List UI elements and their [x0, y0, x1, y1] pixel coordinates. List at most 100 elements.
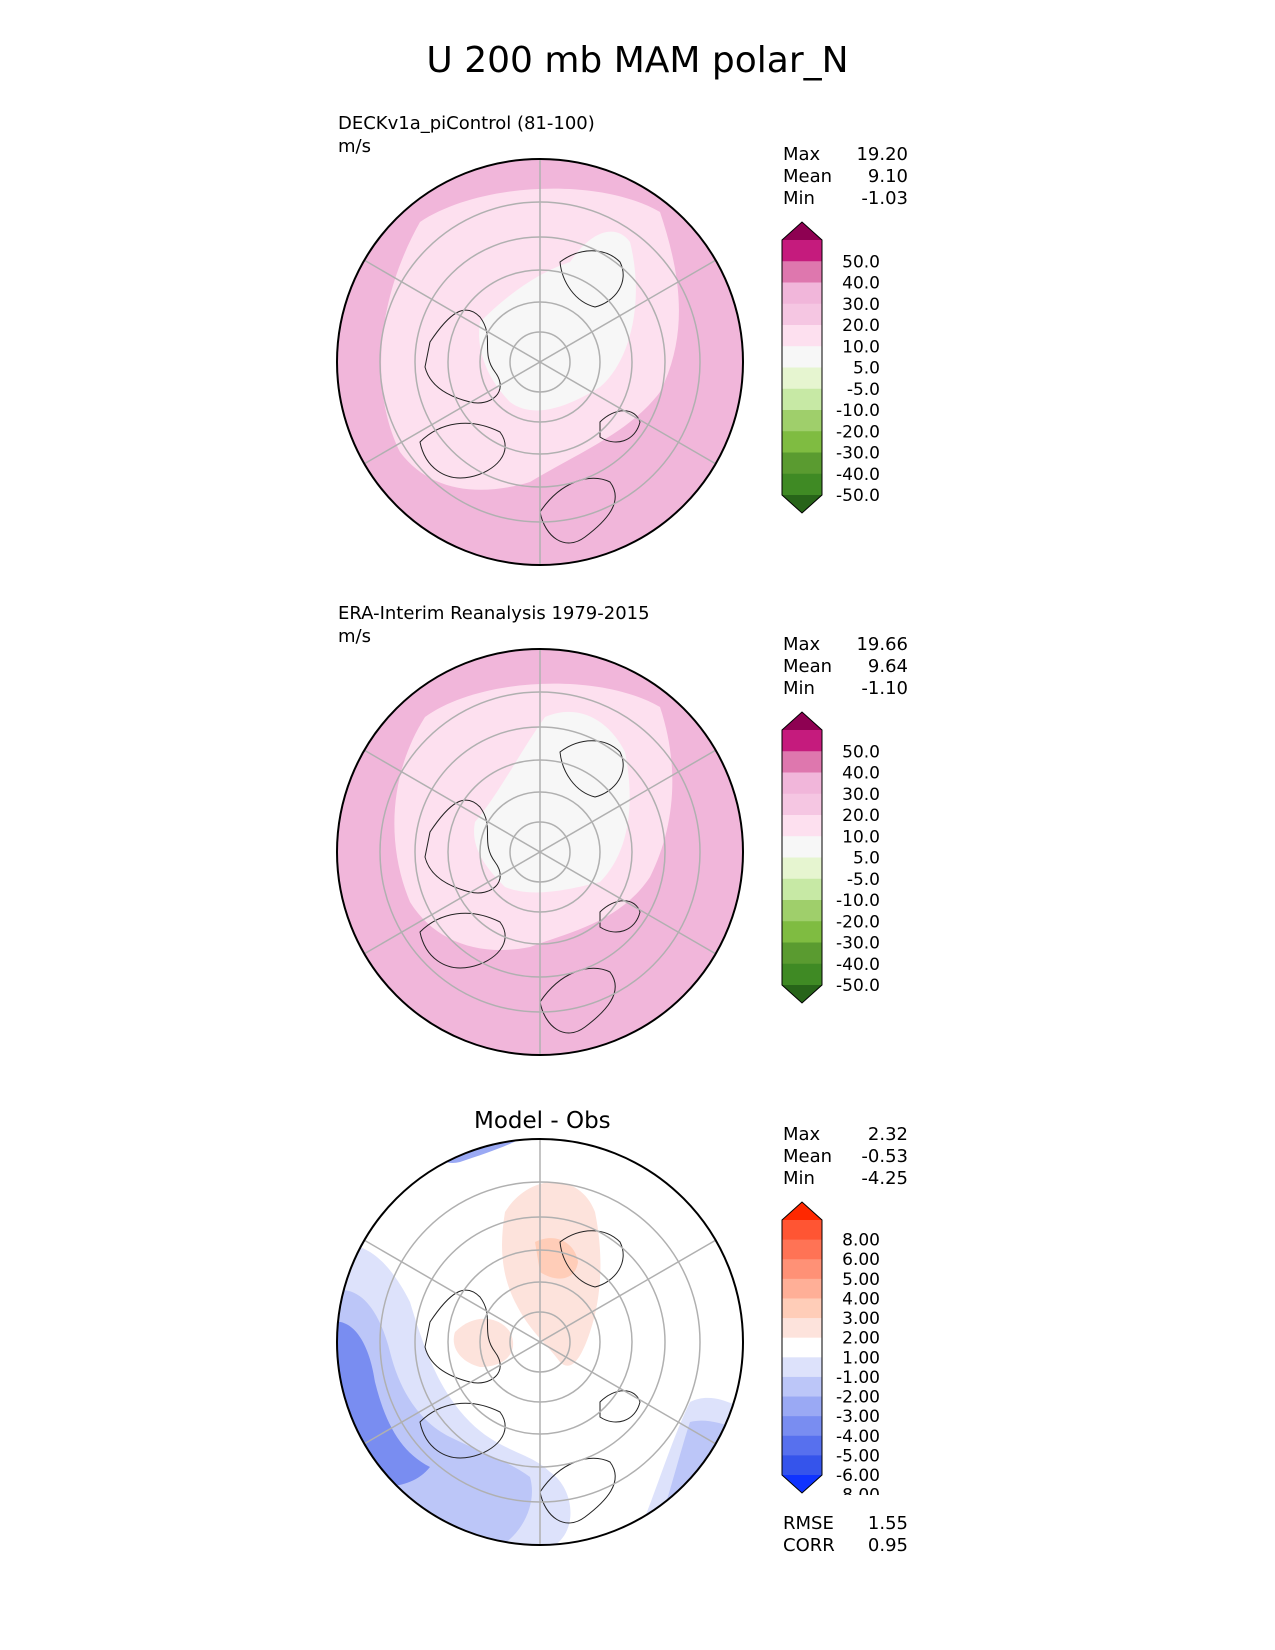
stat-value: -4.25	[861, 1168, 908, 1189]
colorbar-segment	[782, 325, 822, 347]
colorbar-segment	[782, 1416, 822, 1437]
colorbar-tick-label: 40.0	[842, 274, 880, 294]
colorbar-segment	[782, 1278, 822, 1299]
map-2-graticule	[363, 649, 717, 1055]
map-2-coastlines	[419, 740, 641, 1034]
panel-2-colorbar: 50.040.030.020.010.05.0-5.0-10.0-20.0-30…	[781, 711, 880, 1004]
colorbar-outline	[781, 1201, 823, 1494]
colorbar-segment	[782, 793, 822, 816]
map-2-field-core	[474, 711, 630, 893]
colorbar-segment	[782, 1435, 822, 1456]
colorbar-tick-label: -30.0	[836, 444, 880, 464]
stat-value: 19.20	[856, 144, 908, 165]
colorbar-tick-label: -10.0	[836, 401, 880, 421]
colorbar-segment	[782, 836, 822, 858]
stat-value: 19.66	[856, 634, 908, 655]
colorbar-segment	[782, 1298, 822, 1319]
colorbar-tick-label: -30.0	[836, 934, 880, 954]
map-2-boundary	[336, 648, 744, 1056]
colorbar-tick-label: -5.00	[836, 1446, 880, 1466]
colorbar-tick-label: -6.00	[836, 1466, 880, 1486]
panel-1-title: DECKv1a_piControl (81-100)	[338, 113, 595, 134]
stat-label: Min	[783, 678, 815, 699]
stat-label: RMSE	[783, 1513, 834, 1534]
colorbar-segment	[782, 1259, 822, 1280]
colorbar-tick-label: 30.0	[842, 785, 880, 805]
colorbar-segment	[782, 921, 822, 943]
colorbar-segment	[782, 1239, 822, 1260]
colorbar-tick-label: -3.00	[836, 1407, 880, 1427]
colorbar-tick-label: -10.0	[836, 891, 880, 911]
colorbar-segment	[782, 240, 822, 262]
colorbar-tick-label: 20.0	[842, 316, 880, 336]
panel-1-colorbar: 50.040.030.020.010.05.0-5.0-10.0-20.0-30…	[781, 221, 880, 514]
colorbar-tick-label: 1.00	[842, 1348, 880, 1368]
colorbar-tick-label: 40.0	[842, 764, 880, 784]
stat-label: Max	[783, 144, 821, 165]
stat-value: 9.10	[867, 166, 908, 187]
map-1-field-core	[479, 231, 636, 411]
colorbar-tick-label: 6.00	[842, 1250, 880, 1270]
stat-value: 9.64	[867, 656, 908, 677]
stat-value: 1.55	[867, 1513, 908, 1534]
colorbar-tick-label: -50.0	[836, 976, 880, 996]
stat-value: -1.10	[861, 678, 908, 699]
panel-3-colorbar: 8.006.005.004.003.002.001.00-1.00-2.00-3…	[781, 1201, 880, 1495]
colorbar-tick-label: 2.00	[842, 1329, 880, 1349]
stat-value: -0.53	[861, 1146, 908, 1167]
colorbar-segment	[782, 772, 822, 795]
stat-label: Mean	[783, 1146, 833, 1167]
colorbar-tick-label: -2.00	[836, 1388, 880, 1408]
colorbar-extend-min	[782, 495, 822, 513]
panel-1-stats: Max 19.20 Mean 9.10 Min -1.03	[783, 144, 908, 210]
colorbar-tick-label: -5.0	[847, 870, 880, 890]
colorbar-segment	[782, 1376, 822, 1398]
colorbar-segment	[782, 751, 822, 773]
colorbar-tick-label: -5.0	[847, 380, 880, 400]
stat-label: Max	[783, 634, 821, 655]
stat-value: 2.32	[867, 1124, 908, 1145]
stat-label: Mean	[783, 166, 833, 187]
stat-label: Max	[783, 1124, 821, 1145]
colorbar-tick-label: -1.00	[836, 1368, 880, 1388]
colorbar-segment	[782, 452, 822, 475]
colorbar-tick-label: 50.0	[842, 252, 880, 272]
colorbar-tick-label: 10.0	[842, 827, 880, 847]
colorbar-segment	[782, 815, 822, 837]
map-3-field-pos2	[535, 1238, 578, 1279]
panel-1-map	[336, 158, 744, 566]
map-3-field-pos3	[453, 1318, 514, 1367]
figure-title: U 200 mb MAM polar_N	[426, 40, 849, 81]
stat-label: CORR	[783, 1535, 835, 1556]
panel-3-error-stats: RMSE 1.55 CORR 0.95	[783, 1513, 908, 1557]
colorbar-segment	[782, 1396, 822, 1417]
colorbar-segment	[782, 282, 822, 305]
colorbar-tick-label: 8.00	[842, 1231, 880, 1251]
colorbar-tick-label: -40.0	[836, 955, 880, 975]
colorbar-tick-label: -8.00	[836, 1486, 880, 1495]
colorbar-tick-label: 4.00	[842, 1289, 880, 1309]
panel-3-stats: Max 2.32 Mean -0.53 Min -4.25	[783, 1124, 908, 1190]
colorbar-segment	[782, 261, 822, 283]
map-1-graticule	[363, 159, 717, 565]
map-3-boundary	[336, 1138, 744, 1546]
colorbar-extend-max	[782, 712, 822, 730]
colorbar-tick-label: 5.0	[853, 849, 880, 869]
colorbar-tick-label: 30.0	[842, 295, 880, 315]
colorbar-segment	[782, 431, 822, 453]
colorbar-tick-label: 50.0	[842, 742, 880, 762]
panel-1-units: m/s	[338, 136, 371, 157]
colorbar-segment	[782, 730, 822, 752]
colorbar-extend-max	[782, 1202, 822, 1220]
colorbar-tick-label: -20.0	[836, 912, 880, 932]
colorbar-extend-min	[782, 1475, 822, 1493]
colorbar-tick-label: 5.00	[842, 1270, 880, 1290]
map-3-graticule	[363, 1139, 717, 1545]
colorbar-segment	[782, 963, 822, 986]
stat-label: Min	[783, 188, 815, 209]
colorbar-segment	[782, 900, 822, 922]
colorbar-segment	[782, 1357, 822, 1378]
colorbar-segment	[782, 346, 822, 368]
colorbar-segment	[782, 1220, 822, 1241]
colorbar-tick-label: 10.0	[842, 337, 880, 357]
